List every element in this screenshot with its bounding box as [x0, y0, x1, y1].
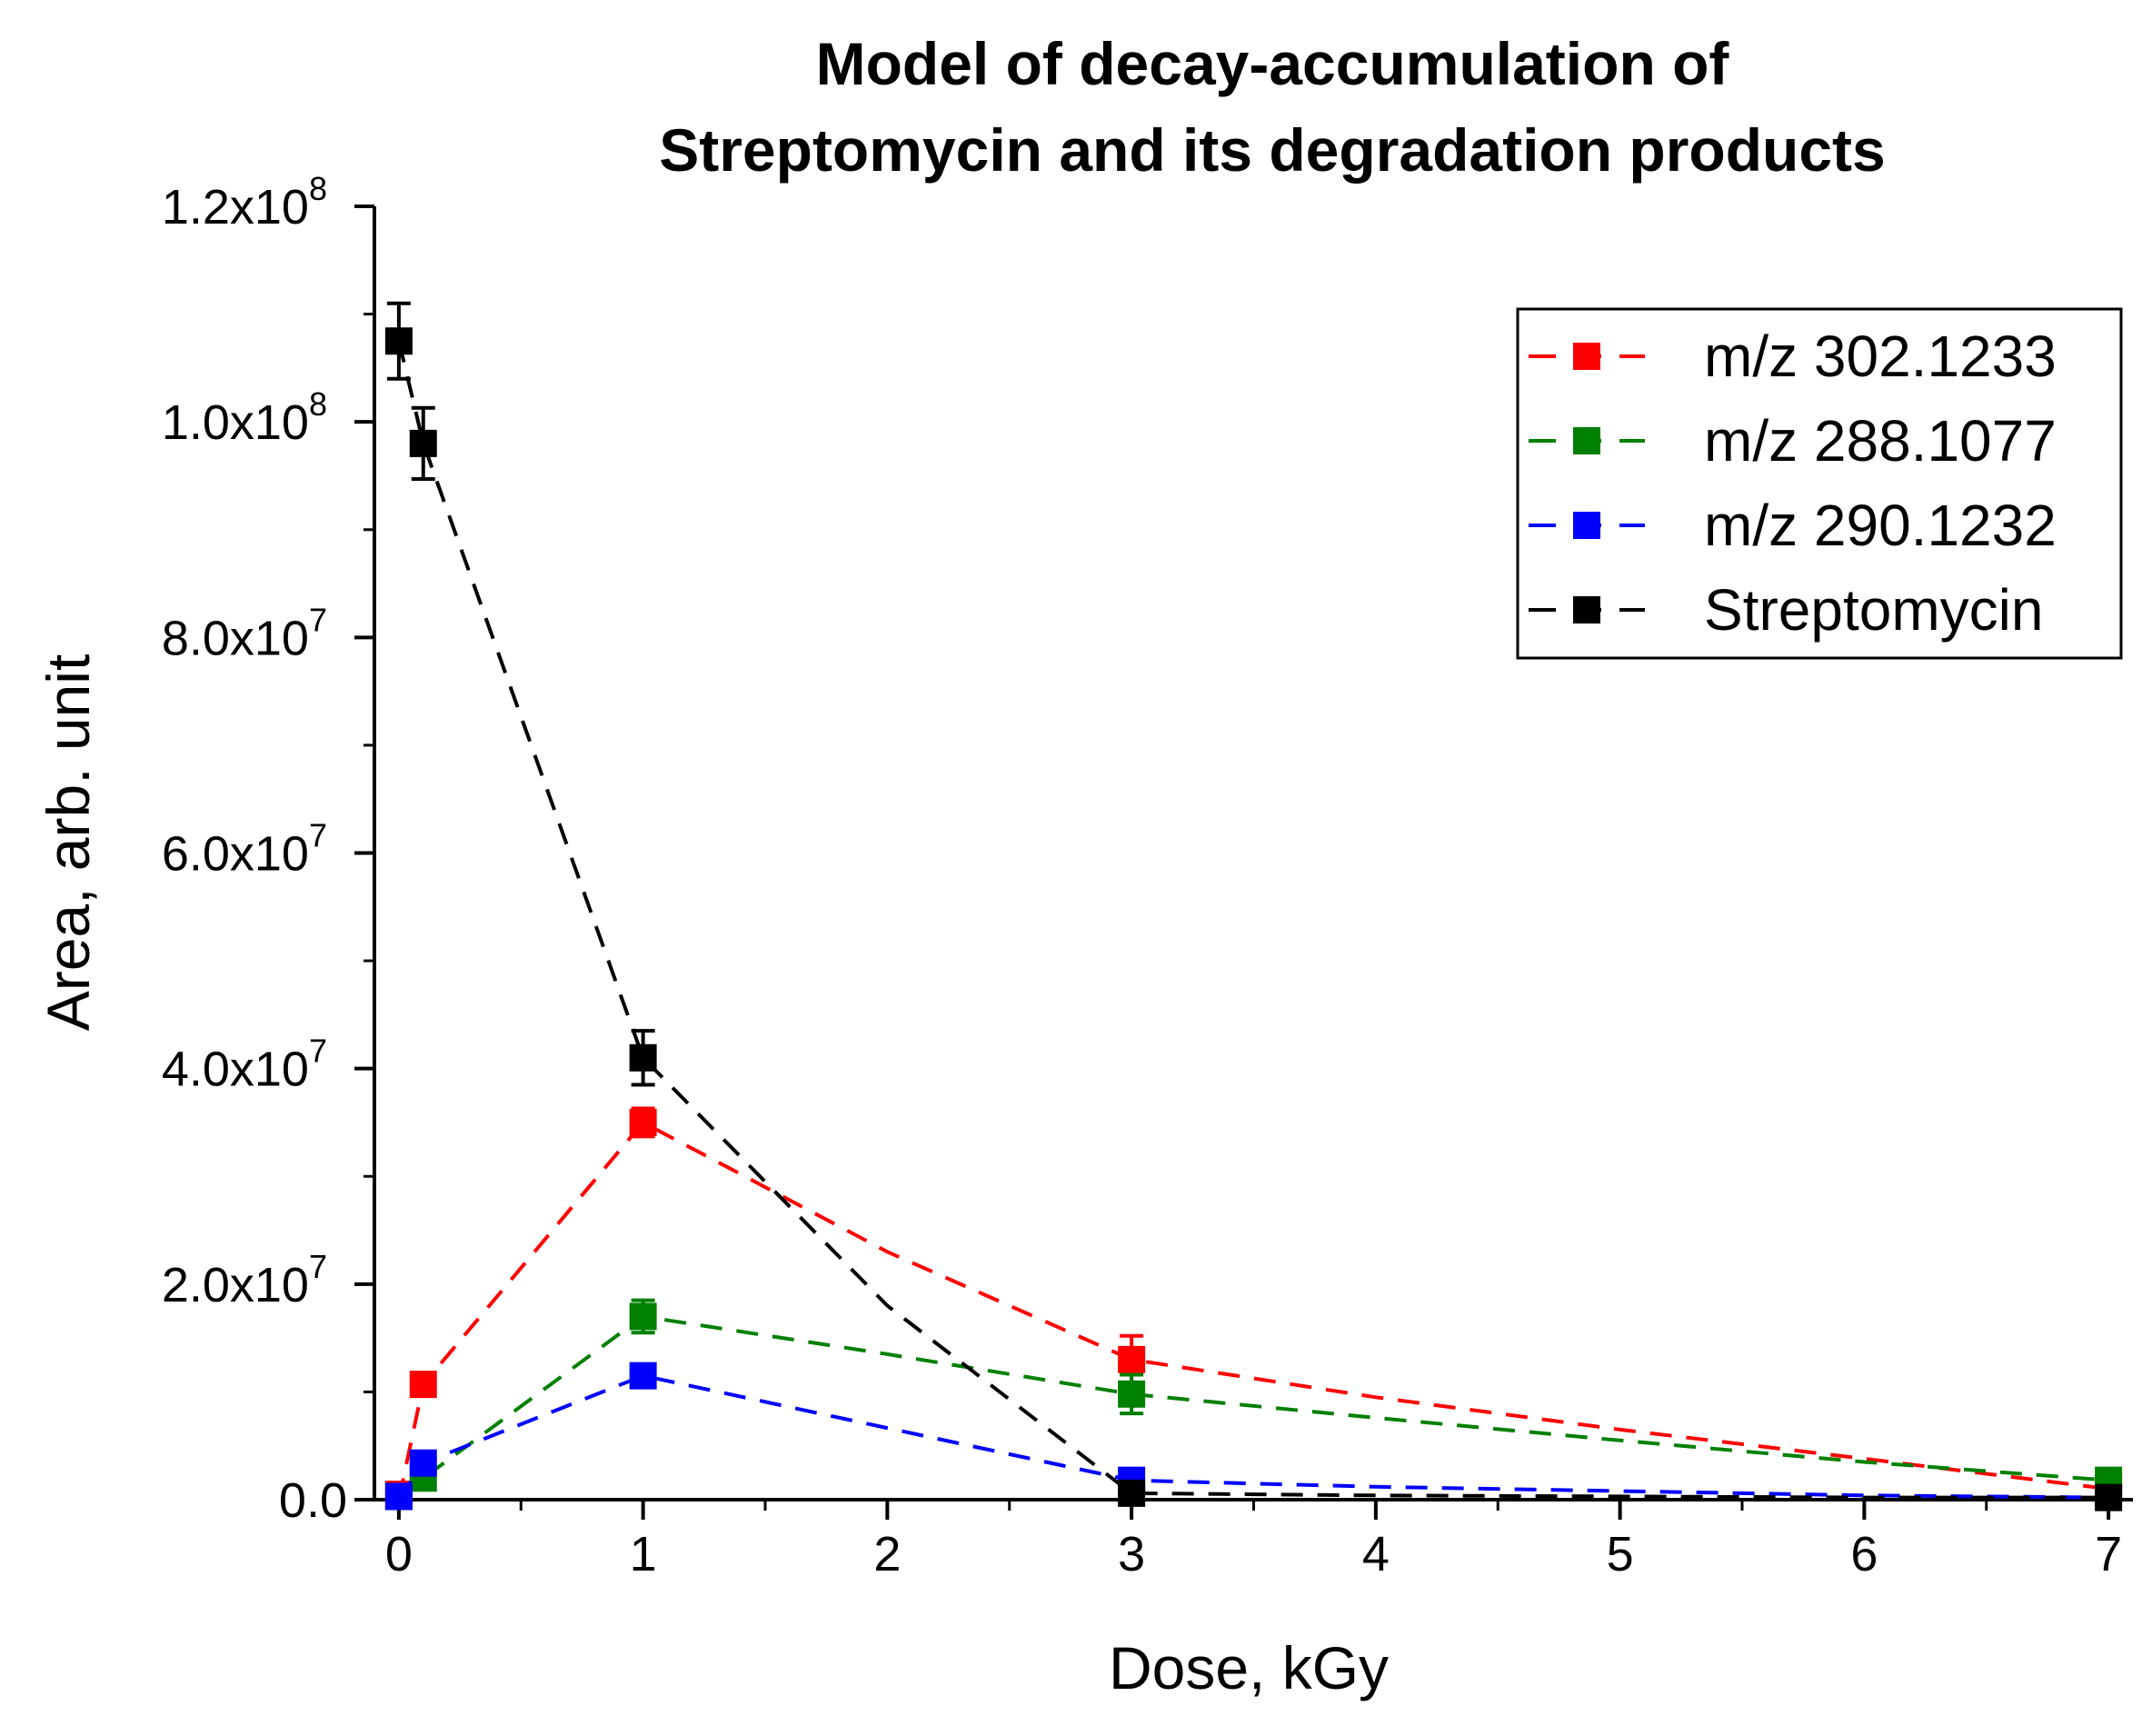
x-tick-label: 7	[2095, 1527, 2122, 1581]
data-point	[409, 429, 437, 457]
legend: m/z 302.1233 m/z 288.1077 m/z 290.1232 Stre…	[1516, 307, 2123, 660]
x-tick-label: 4	[1362, 1527, 1390, 1581]
legend-item: m/z 290.1232	[1529, 493, 2057, 558]
legend-marker	[1573, 596, 1600, 624]
legend-item: Streptomycin	[1529, 577, 2043, 643]
legend-label: Streptomycin	[1704, 577, 2043, 643]
x-tick-label: 6	[1850, 1527, 1878, 1581]
data-point	[409, 1449, 437, 1477]
legend-box	[1516, 307, 2123, 660]
legend-marker	[1573, 427, 1600, 454]
legend-marker	[1573, 512, 1600, 539]
x-tick-label: 3	[1118, 1527, 1145, 1581]
chart-title-line-1: Model of decay-accumulation of	[816, 30, 1730, 97]
y-axis-label: Area, arb. unit	[35, 654, 102, 1032]
legend-item: m/z 288.1077	[1529, 408, 2057, 474]
x-axis-label: Dose, kGy	[1109, 1634, 1389, 1701]
data-point	[629, 1362, 657, 1390]
data-point	[409, 1371, 437, 1399]
x-tick-label: 0	[385, 1527, 413, 1581]
x-tick-label: 5	[1607, 1527, 1634, 1581]
legend-marker	[1573, 343, 1600, 370]
chart-title-line-2: Streptomycin and its degradation product…	[659, 116, 1886, 184]
x-tick-label: 2	[873, 1527, 901, 1581]
series-4	[384, 301, 2123, 1512]
legend-label: m/z 302.1233	[1704, 324, 2057, 389]
legend-item: m/z 302.1233	[1529, 324, 2057, 389]
data-point	[1118, 1345, 1146, 1373]
data-point	[1118, 1380, 1146, 1408]
x-tick-label: 1	[630, 1527, 657, 1581]
y-tick-label: 1.2x108	[162, 170, 327, 234]
data-point	[384, 327, 413, 355]
y-tick-label: 2.0x107	[162, 1248, 327, 1312]
data-point	[2095, 1483, 2123, 1512]
data-point	[384, 1482, 413, 1511]
data-point	[629, 1043, 657, 1072]
y-tick-label: 6.0x107	[162, 817, 327, 882]
y-tick-label: 8.0x107	[162, 601, 327, 665]
data-point	[629, 1108, 657, 1136]
legend-label: m/z 288.1077	[1704, 408, 2057, 474]
y-tick-label: 1.0x108	[162, 385, 327, 450]
data-point	[1118, 1479, 1146, 1507]
y-tick-label: 4.0x107	[162, 1033, 327, 1097]
series-line	[397, 1373, 2109, 1502]
y-tick-label: 0.0	[279, 1473, 347, 1528]
legend-label: m/z 290.1232	[1704, 493, 2057, 558]
series-layer	[384, 301, 2123, 1512]
axes: 0.0 2.0x107 4.0x107 6.0x107 8.0x107 1.0x108 1.…	[162, 170, 2133, 1581]
data-point	[629, 1302, 657, 1331]
